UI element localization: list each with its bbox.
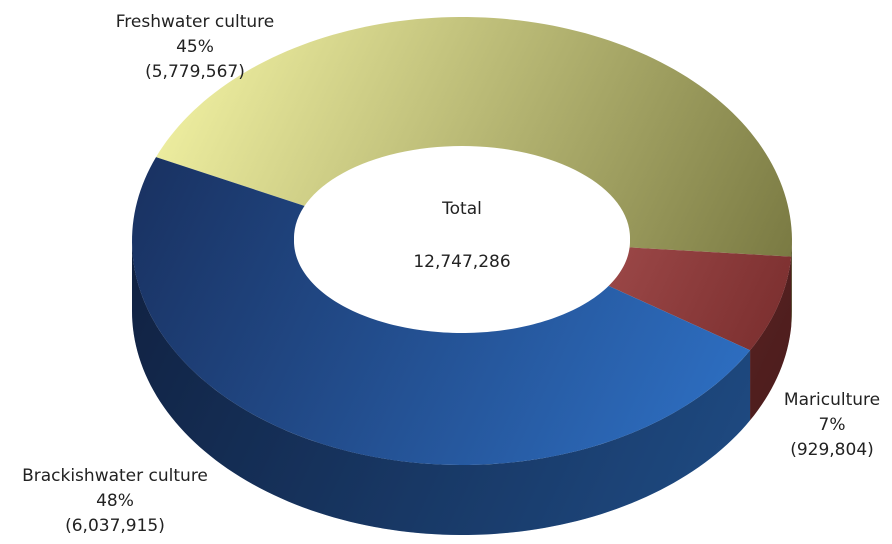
top-faces xyxy=(132,17,792,465)
slice-label-name: Mariculture xyxy=(784,390,880,410)
donut-hole xyxy=(294,146,630,330)
slice xyxy=(156,17,792,257)
slice-label-amount: (929,804) xyxy=(790,440,874,460)
center-title: Total xyxy=(441,199,482,219)
slice-label-percent: 45% xyxy=(176,37,214,57)
slice-side xyxy=(791,241,792,327)
slice-side-shade xyxy=(750,256,792,421)
slice-label-percent: 7% xyxy=(819,415,846,435)
slice-label-name: Brackishwater culture xyxy=(22,466,208,486)
slice-label-percent: 48% xyxy=(96,491,134,511)
slice-label-amount: (5,779,567) xyxy=(145,62,245,82)
slice-side-shade xyxy=(791,241,792,327)
center-total: 12,747,286 xyxy=(413,252,510,272)
side-walls xyxy=(132,241,792,535)
slice-side-shade xyxy=(132,241,751,535)
slice-label-name: Freshwater culture xyxy=(116,12,274,32)
slice-side xyxy=(750,256,792,421)
slice xyxy=(132,157,751,465)
slice-side xyxy=(132,241,751,535)
slice-label-amount: (6,037,915) xyxy=(65,516,165,536)
labels: Total 12,747,286 Freshwater culture 45% (5… xyxy=(22,12,880,536)
slice xyxy=(608,247,792,351)
